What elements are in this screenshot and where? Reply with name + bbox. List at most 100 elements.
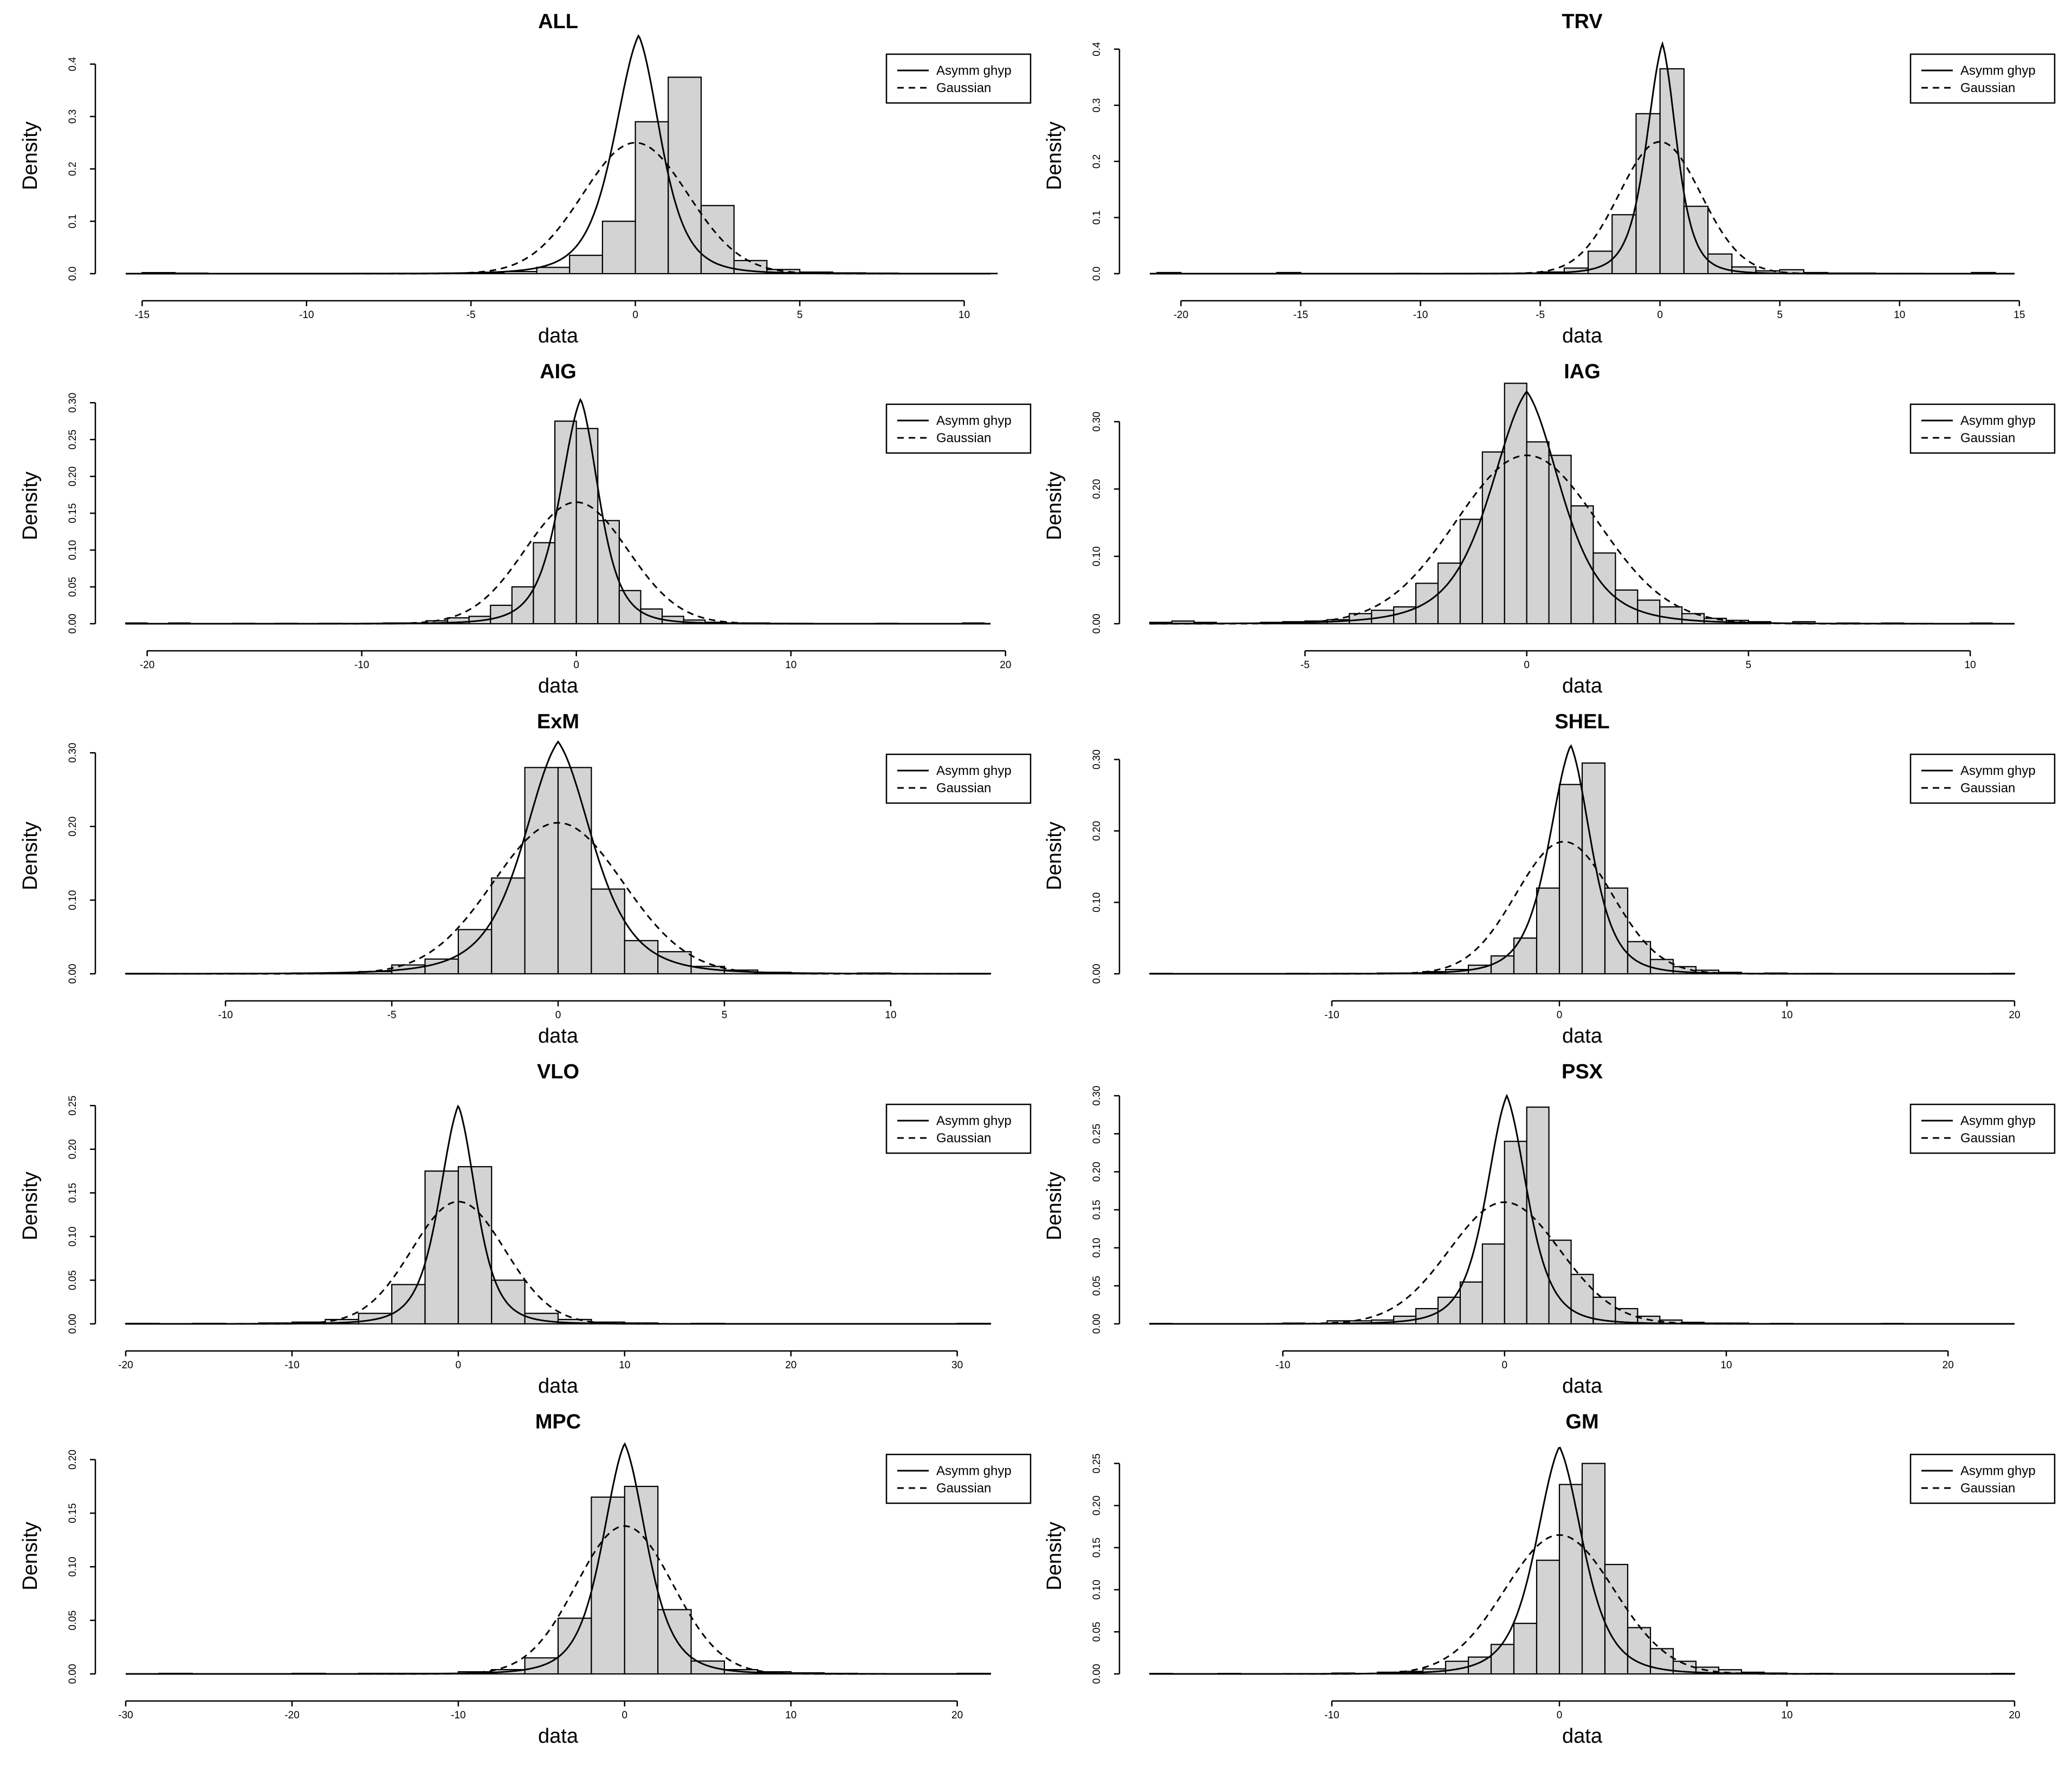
panel-psx: PSX 0.00 0.05 0.10 0.15 0.20 0.25 0.30 Density -1… <box>1024 1050 2056 1400</box>
legend-box <box>1909 403 2056 454</box>
y-tick-label: 0.10 <box>1091 546 1103 566</box>
y-tick-label: 0.25 <box>1091 1124 1103 1144</box>
legend-gaussian-label: Gaussian <box>1960 431 2015 445</box>
legend-asymm-ghyp-label: Asymm ghyp <box>936 1464 1012 1478</box>
histogram-bar <box>1536 1560 1561 1675</box>
panel-aig: AIG 0.00 0.05 0.10 0.15 0.20 0.25 0.30 Density -2… <box>0 350 1032 700</box>
legend-asymm-ghyp-label: Asymm ghyp <box>1960 413 2036 428</box>
y-tick-label: 0.15 <box>1091 1200 1103 1220</box>
histogram-bar <box>424 958 459 975</box>
gaussian-curve <box>1150 840 2015 975</box>
histogram-bar <box>569 255 604 275</box>
x-tick-label: 20 <box>2009 1010 2020 1021</box>
x-tick-label: 0 <box>573 659 579 671</box>
legend-asymm-ghyp-label: Asymm ghyp <box>936 1114 1012 1128</box>
y-tick-label: 0.4 <box>1091 42 1103 56</box>
x-tick-label: 10 <box>785 1710 797 1721</box>
chart-title: MPC <box>535 1411 581 1433</box>
x-tick-label: 5 <box>722 1010 728 1021</box>
y-tick-label: 0.4 <box>67 57 79 72</box>
gaussian-curve <box>1150 454 2015 625</box>
y-tick-label: 0.05 <box>1091 1276 1103 1296</box>
panel-exm: ExM 0.00 0.10 0.20 0.30 Density -10 -5 0 5 10 data A… <box>0 700 1032 1050</box>
histogram-bar <box>591 1496 625 1675</box>
chart-title: ALL <box>538 10 578 33</box>
gaussian-curve <box>1150 1201 2015 1325</box>
histogram-bar <box>557 1618 592 1675</box>
x-axis-label: data <box>538 1725 579 1748</box>
chart-title: GM <box>1565 1411 1598 1433</box>
histogram-bar <box>1526 441 1550 625</box>
histogram-bar <box>1635 113 1661 275</box>
y-tick-label: 0.3 <box>1091 98 1103 112</box>
y-tick-label: 0.05 <box>67 1270 79 1290</box>
x-tick-label: -20 <box>1174 309 1188 321</box>
chart-title: IAG <box>1564 360 1601 383</box>
y-tick-label: 0.00 <box>1091 1664 1103 1684</box>
x-tick-label: -10 <box>1275 1360 1290 1371</box>
x-tick-label: 0 <box>1501 1360 1507 1371</box>
panel-trv: TRV 0.0 0.1 0.2 0.3 0.4 Density -20 -15 -10 -5 0 5 10… <box>1024 0 2056 350</box>
histogram-bar <box>624 1485 659 1675</box>
y-tick-label: 0.2 <box>1091 154 1103 169</box>
y-tick-label: 0.0 <box>1091 267 1103 281</box>
x-tick-label: 5 <box>797 309 803 321</box>
y-tick-label: 0.00 <box>1091 964 1103 984</box>
histogram-bar <box>536 267 571 275</box>
legend-box <box>885 1453 1032 1504</box>
y-tick-label: 0.00 <box>67 1314 79 1334</box>
histogram-bar <box>391 1284 426 1325</box>
histogram-bar <box>668 76 702 275</box>
y-axis-label: Density <box>19 822 42 890</box>
x-tick-label: -10 <box>1324 1710 1339 1721</box>
x-tick-label: 0 <box>1557 1710 1563 1721</box>
asymm-ghyp-curve <box>1150 744 2015 975</box>
histogram-bar <box>1592 552 1616 625</box>
y-axis-label: Density <box>19 121 42 190</box>
legend-asymm-ghyp-label: Asymm ghyp <box>1960 1464 2036 1478</box>
y-tick-label: 0.30 <box>67 393 79 413</box>
y-tick-label: 0.20 <box>67 1139 79 1159</box>
x-tick-label: -5 <box>467 309 476 321</box>
histogram-chart: GM 0.00 0.05 0.10 0.15 0.20 0.25 Density -10 0 10 2… <box>1043 1411 2056 1748</box>
histogram-bar <box>1536 887 1561 975</box>
legend-asymm-ghyp-label: Asymm ghyp <box>1960 764 2036 778</box>
histogram-chart: SHEL 0.00 0.10 0.20 0.30 Density -10 0 10 20 data A… <box>1043 710 2056 1047</box>
y-tick-label: 0.25 <box>67 1096 79 1116</box>
x-tick-label: 20 <box>1000 659 1011 671</box>
x-tick-label: 10 <box>1781 1710 1792 1721</box>
panel-all: ALL 0.0 0.1 0.2 0.3 0.4 Density -15 -10 -5 0 5 10 dat… <box>0 0 1032 350</box>
y-tick-label: 0.2 <box>67 161 79 176</box>
x-tick-label: 30 <box>951 1360 963 1371</box>
y-tick-label: 0.00 <box>67 1664 79 1684</box>
chart-title: SHEL <box>1555 710 1609 733</box>
histogram-bar <box>491 1279 526 1325</box>
panel-vlo: VLO 0.00 0.05 0.10 0.15 0.20 0.25 Density -20 -10… <box>0 1050 1032 1400</box>
y-tick-label: 0.15 <box>67 503 79 523</box>
y-tick-label: 0.15 <box>67 1503 79 1523</box>
asymm-ghyp-curve <box>126 1442 990 1675</box>
histogram-bar <box>601 221 636 275</box>
histogram-bar <box>657 1609 692 1675</box>
x-axis-label: data <box>1562 1025 1603 1047</box>
legend-gaussian-label: Gaussian <box>936 431 991 445</box>
x-tick-label: 0 <box>1657 309 1663 321</box>
histogram-chart: AIG 0.00 0.05 0.10 0.15 0.20 0.25 0.30 Density -2… <box>19 360 1032 697</box>
histogram-bar <box>690 1660 726 1675</box>
legend-box <box>1909 1453 2056 1504</box>
chart-title: VLO <box>537 1060 579 1083</box>
y-tick-label: 0.1 <box>67 214 79 228</box>
x-tick-label: -10 <box>299 309 314 321</box>
x-axis-label: data <box>1562 325 1603 347</box>
legend-box <box>1909 1103 2056 1154</box>
histogram-bar <box>1558 1484 1583 1675</box>
histogram-bar <box>1490 1644 1515 1675</box>
histogram-bar <box>1459 1281 1483 1325</box>
histogram-bar <box>1659 606 1683 625</box>
histogram-bar <box>524 767 559 975</box>
histogram-bar <box>591 888 625 975</box>
x-tick-label: 0 <box>456 1360 462 1371</box>
y-tick-label: 0.10 <box>67 540 79 560</box>
chart-title: PSX <box>1562 1060 1603 1083</box>
